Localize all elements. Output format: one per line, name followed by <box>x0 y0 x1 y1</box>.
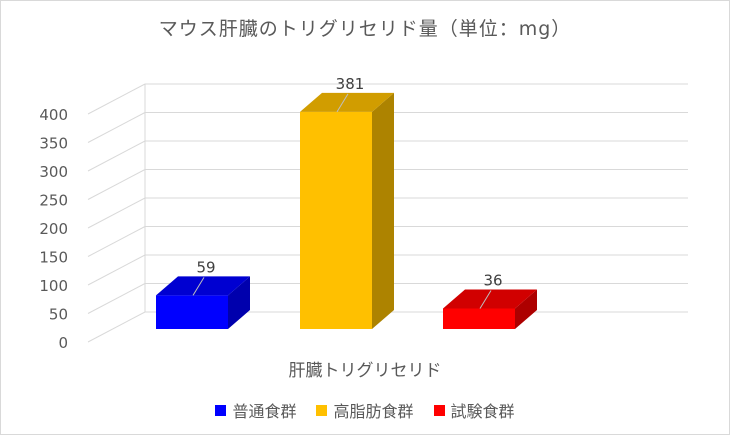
bar-top <box>443 289 537 309</box>
gridline-side <box>87 197 146 229</box>
bar <box>156 276 250 329</box>
gridline-side <box>87 226 146 257</box>
bar-top <box>156 276 250 296</box>
x-axis-label: 肝臓トリグリセリド <box>288 361 442 381</box>
gridline-side <box>87 311 146 343</box>
y-tick-label: 200 <box>39 220 68 238</box>
legend-item-test-diet: 試験食群 <box>433 398 515 422</box>
bar-top <box>300 92 394 112</box>
bar-front <box>156 295 228 329</box>
legend-swatch <box>433 404 445 416</box>
data-label-leader <box>192 277 205 296</box>
bar-side <box>228 276 250 329</box>
gridline-side <box>87 283 146 314</box>
legend-item-high-fat-diet: 高脂肪食群 <box>316 398 414 422</box>
data-label-leader <box>336 93 349 113</box>
y-tick-label: 350 <box>39 135 68 153</box>
gridline-side <box>87 112 146 143</box>
y-tick-label: 250 <box>39 192 68 210</box>
legend-item-normal-diet: 普通食群 <box>215 398 296 422</box>
legend-swatch <box>215 404 227 416</box>
legend-label: 高脂肪食群 <box>333 402 414 421</box>
bar <box>443 289 537 329</box>
chart-title: マウス肝臓のトリグリセリド量（単位：mg） <box>158 18 572 40</box>
data-label: 59 <box>196 258 215 276</box>
gridline-side <box>87 140 146 172</box>
legend-label: 普通食群 <box>232 402 297 421</box>
bar-front <box>300 111 372 329</box>
y-tick-label: 50 <box>49 306 68 324</box>
gridline-side <box>87 254 146 286</box>
legend-label: 試験食群 <box>450 402 515 421</box>
data-label-leader <box>479 290 492 309</box>
gridline-side <box>87 169 146 200</box>
y-tick-label: 0 <box>58 334 68 352</box>
legend: 普通食群 高脂肪食群 試験食群 <box>0 398 730 422</box>
y-tick-label: 100 <box>39 277 68 295</box>
y-tick-label: 150 <box>39 249 68 267</box>
bar-side <box>372 92 394 329</box>
y-tick-label: 400 <box>39 106 68 124</box>
bar <box>300 92 394 329</box>
gridline-side <box>87 83 146 115</box>
data-label: 381 <box>336 75 365 93</box>
y-tick-label: 300 <box>39 163 68 181</box>
bar-front <box>443 308 515 329</box>
data-label: 36 <box>483 271 502 289</box>
bar-side <box>515 289 537 329</box>
legend-swatch <box>316 404 328 416</box>
